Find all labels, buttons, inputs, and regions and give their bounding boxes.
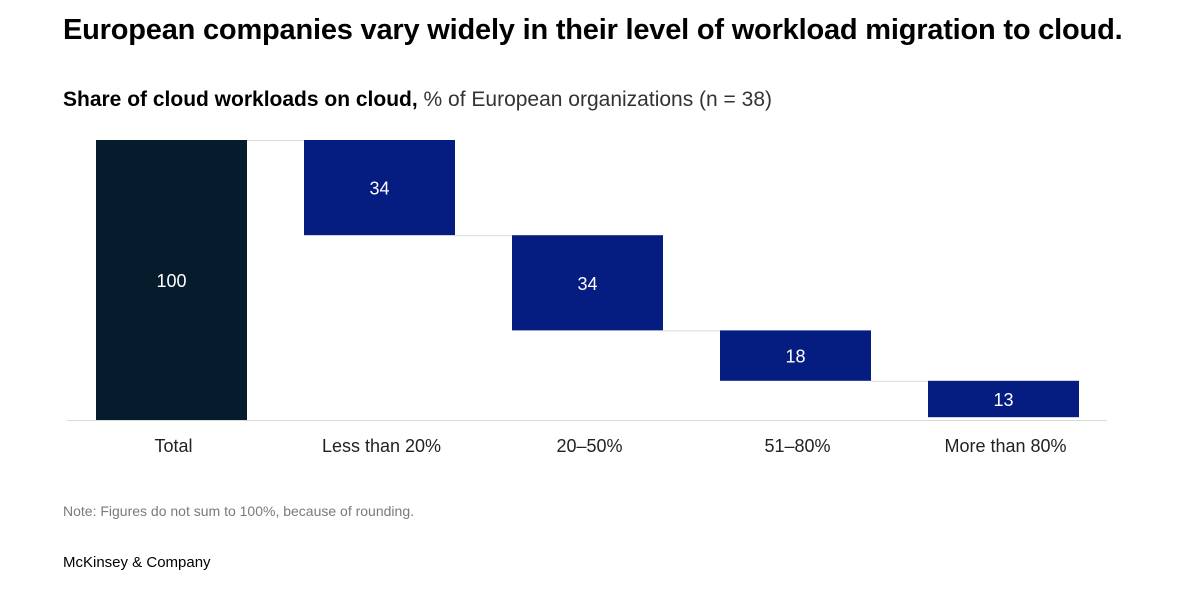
chart-title: European companies vary widely in their … xyxy=(63,14,1123,46)
bar-segment xyxy=(720,330,871,381)
category-tick-label: Total xyxy=(154,436,192,456)
chart-subtitle: Share of cloud workloads on cloud, % of … xyxy=(63,88,772,112)
bar-segment xyxy=(928,380,1079,418)
category-tick-label: Less than 20% xyxy=(322,436,441,456)
data-label: 34 xyxy=(577,274,597,294)
data-label: 13 xyxy=(993,390,1013,410)
subtitle-bold: Share of cloud workloads on cloud, xyxy=(63,88,418,111)
bar-segment xyxy=(512,235,663,331)
footnote: Note: Figures do not sum to 100%, becaus… xyxy=(63,503,414,519)
bar-segment xyxy=(304,140,455,236)
data-label: 18 xyxy=(785,347,805,367)
category-tick-label: 51–80% xyxy=(764,436,830,456)
subtitle-rest: % of European organizations (n = 38) xyxy=(417,88,773,111)
category-tick-label: More than 80% xyxy=(944,436,1066,456)
data-label: 34 xyxy=(369,179,389,199)
source-credit: McKinsey & Company xyxy=(63,554,211,571)
category-tick-label: 20–50% xyxy=(556,436,622,456)
bar-total xyxy=(96,140,247,420)
data-label: 100 xyxy=(156,271,186,291)
